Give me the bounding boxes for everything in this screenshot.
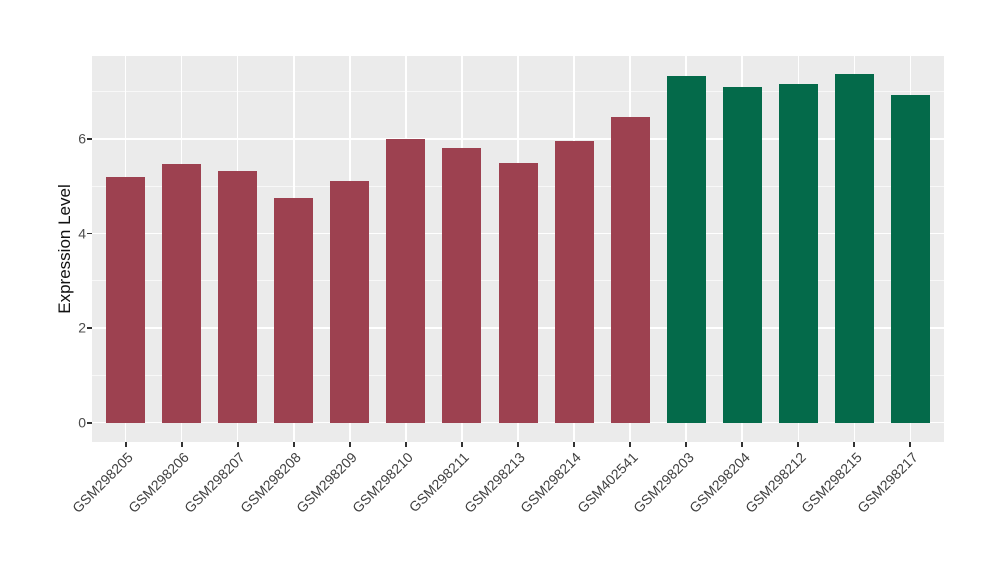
x-tick-mark bbox=[404, 442, 407, 447]
x-tick-mark bbox=[797, 442, 800, 447]
y-tick-mark bbox=[87, 421, 92, 424]
y-tick-mark bbox=[87, 327, 92, 330]
x-tick-mark bbox=[180, 442, 183, 447]
x-tick-mark bbox=[573, 442, 575, 447]
plot-panel bbox=[92, 56, 944, 442]
y-axis-title: Expression Level bbox=[55, 184, 74, 314]
x-tick-mark bbox=[461, 442, 463, 447]
y-tick-label: 2 bbox=[78, 319, 86, 336]
bar bbox=[666, 75, 706, 423]
bar bbox=[834, 73, 874, 423]
x-tick-mark bbox=[236, 442, 239, 447]
x-tick-mark bbox=[517, 442, 519, 447]
x-tick-mark bbox=[909, 442, 912, 447]
bar bbox=[610, 117, 650, 423]
y-tick-label: 4 bbox=[78, 225, 86, 242]
bar bbox=[106, 176, 146, 423]
bar bbox=[778, 84, 818, 423]
x-tick-mark bbox=[741, 442, 744, 447]
y-tick-label: 0 bbox=[78, 414, 86, 431]
bar bbox=[330, 181, 370, 423]
x-tick-mark bbox=[292, 442, 295, 447]
bar bbox=[722, 87, 762, 423]
bar bbox=[274, 197, 314, 423]
x-tick-mark bbox=[685, 442, 688, 447]
x-tick-mark bbox=[853, 442, 856, 447]
y-tick-mark bbox=[87, 232, 92, 235]
bar bbox=[442, 148, 482, 423]
bar bbox=[386, 139, 426, 423]
bar bbox=[218, 170, 258, 423]
y-tick-mark bbox=[87, 138, 92, 140]
bar bbox=[498, 163, 538, 423]
bar bbox=[554, 140, 594, 423]
y-tick-label: 6 bbox=[78, 130, 86, 147]
x-tick-mark bbox=[348, 442, 351, 447]
x-tick-mark bbox=[124, 442, 127, 447]
bar bbox=[890, 94, 930, 423]
bar bbox=[162, 163, 202, 423]
x-tick-mark bbox=[629, 442, 631, 447]
